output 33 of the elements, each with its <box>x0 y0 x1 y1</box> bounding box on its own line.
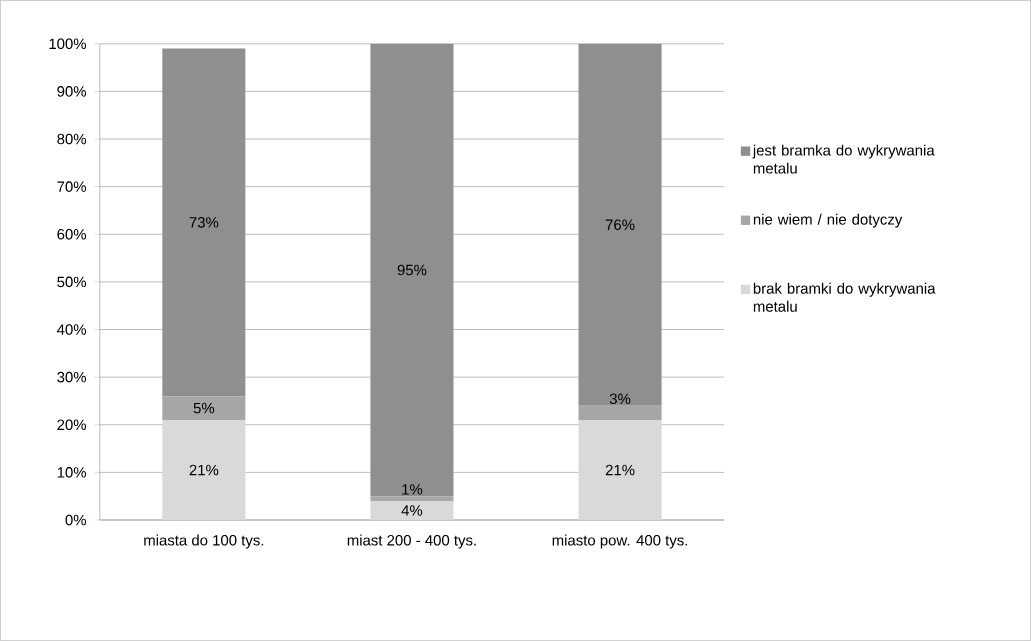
data-label: 95% <box>397 264 427 276</box>
x-tick-label: miasto pow. 400 tys. <box>552 534 688 549</box>
data-label: 21% <box>605 464 635 476</box>
data-label: 73% <box>189 217 219 228</box>
y-tick-label: 90% <box>57 86 87 97</box>
bar <box>162 48 246 397</box>
bar <box>578 405 662 421</box>
x-tick-label: miast 200 - 400 tys. <box>347 534 476 549</box>
y-tick-label: 70% <box>57 181 87 193</box>
data-label: 1% <box>402 484 423 495</box>
y-tick-label: 0% <box>65 514 87 526</box>
bar <box>578 420 662 521</box>
bar <box>162 396 246 421</box>
y-tick-label: 50% <box>57 276 87 288</box>
legend-label: nie wiem / nie dotyczy <box>753 213 903 228</box>
bar <box>162 420 246 521</box>
y-tick-label: 100% <box>49 38 87 50</box>
y-tick-label: 20% <box>57 419 87 431</box>
bar <box>370 501 454 521</box>
y-tick-label: 30% <box>57 371 87 383</box>
data-label: 21% <box>189 464 219 476</box>
bar <box>370 496 454 502</box>
legend-label: brak bramki do wykrywania metalu <box>753 282 936 312</box>
y-tick-label: 60% <box>57 229 87 240</box>
data-label: 5% <box>193 402 215 414</box>
y-tick-label: 40% <box>56 324 87 335</box>
data-label: 3% <box>609 393 631 405</box>
legend-label: jest bramka do wykrywania metalu <box>752 144 935 174</box>
data-label: 4% <box>401 505 423 516</box>
y-tick-label: 10% <box>57 467 87 478</box>
data-label: 76% <box>605 219 635 231</box>
x-tick-label: miasta do 100 tys. <box>144 534 264 549</box>
y-tick-label: 80% <box>57 133 87 145</box>
